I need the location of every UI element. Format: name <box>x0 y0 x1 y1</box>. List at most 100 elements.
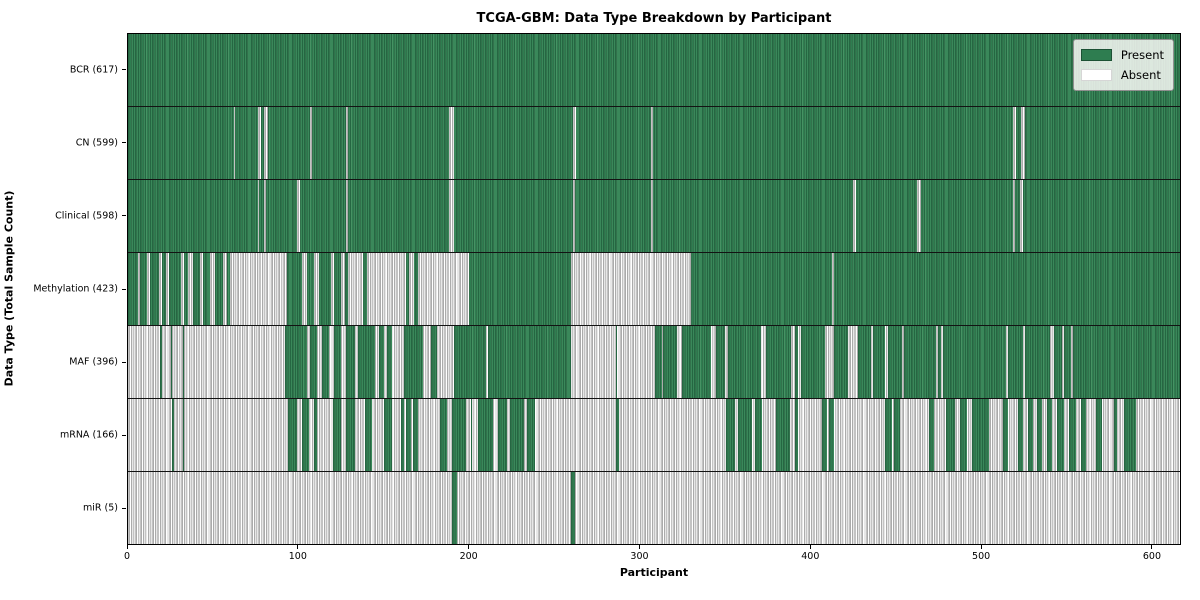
present-segment <box>1036 399 1042 471</box>
row-methylation <box>128 252 1180 325</box>
present-segment <box>477 399 493 471</box>
present-segment <box>313 399 318 471</box>
present-segment <box>728 326 761 398</box>
absent-segment <box>573 180 575 252</box>
absent-segment <box>223 253 227 325</box>
chart-title: TCGA-GBM: Data Type Breakdown by Partici… <box>476 11 832 26</box>
present-segment <box>387 326 393 398</box>
present-segment <box>182 326 185 398</box>
present-segment <box>1002 399 1008 471</box>
present-segment <box>821 399 828 471</box>
present-segment <box>404 326 423 398</box>
present-segment <box>943 326 1007 398</box>
x-tick-mark <box>638 545 640 549</box>
present-segment <box>497 399 507 471</box>
present-segment <box>663 326 677 398</box>
y-tick-label-clinical: Clinical (598) <box>55 210 118 222</box>
x-tick-label-500: 500 <box>972 551 991 562</box>
absent-segment <box>230 253 287 325</box>
present-segment <box>755 399 763 471</box>
row-mir <box>128 471 1180 544</box>
present-segment <box>405 399 412 471</box>
present-segment <box>284 326 308 398</box>
present-segment <box>682 326 712 398</box>
absent-segment <box>257 107 261 179</box>
row-maf <box>128 325 1180 398</box>
absent-segment <box>199 253 204 325</box>
y-tick-mark <box>122 288 126 290</box>
present-segment <box>716 326 725 398</box>
present-segment <box>509 399 524 471</box>
present-segment <box>654 326 662 398</box>
present-segment <box>794 399 799 471</box>
present-segment <box>903 326 937 398</box>
present-segment <box>1064 326 1071 398</box>
y-tick-mark <box>122 215 126 217</box>
absent-segment <box>1019 180 1024 252</box>
absent-segment <box>233 107 236 179</box>
present-segment <box>470 399 473 471</box>
x-tick-label-0: 0 <box>123 551 131 562</box>
absent-segment <box>310 107 313 179</box>
present-segment <box>1123 399 1136 471</box>
present-segment <box>765 326 792 398</box>
plot-area[interactable]: Present Absent <box>127 33 1181 545</box>
absent-segment <box>301 253 308 325</box>
present-segment <box>310 326 318 398</box>
x-tick-mark <box>809 545 811 549</box>
row-cn <box>128 106 1180 179</box>
present-segment <box>1081 399 1087 471</box>
absent-segment <box>146 253 151 325</box>
absent-segment <box>341 253 345 325</box>
present-segment <box>1007 326 1024 398</box>
absent-segment <box>264 180 267 252</box>
present-segment <box>857 326 872 398</box>
present-segment <box>322 326 330 398</box>
absent-segment <box>1021 107 1025 179</box>
row-mrna <box>128 398 1180 471</box>
present-segment <box>334 326 342 398</box>
present-segment <box>1047 399 1053 471</box>
present-segment <box>937 326 942 398</box>
absent-segment <box>651 107 654 179</box>
present-segment <box>1024 326 1051 398</box>
absent-segment <box>264 107 268 179</box>
x-tick-label-300: 300 <box>630 551 649 562</box>
present-segment <box>487 326 572 398</box>
present-segment <box>453 326 487 398</box>
present-segment <box>893 399 901 471</box>
absent-segment <box>651 180 654 252</box>
present-segment <box>888 326 903 398</box>
present-segment <box>412 399 418 471</box>
absent-segment <box>1012 107 1017 179</box>
present-segment <box>1113 399 1117 471</box>
legend-entry-present: Present <box>1080 45 1164 65</box>
legend: Present Absent <box>1072 39 1174 91</box>
y-tick-label-maf: MAF (396) <box>69 356 118 368</box>
y-tick-mark <box>122 434 126 436</box>
x-tick-mark <box>468 545 470 549</box>
present-segment <box>873 326 886 398</box>
x-tick-label-400: 400 <box>801 551 820 562</box>
x-tick-mark <box>297 545 299 549</box>
y-tick-mark <box>122 69 126 71</box>
absent-segment <box>209 253 215 325</box>
absent-segment <box>417 253 469 325</box>
present-segment <box>332 399 342 471</box>
present-segment <box>182 399 185 471</box>
present-segment <box>738 399 753 471</box>
absent-segment <box>313 253 319 325</box>
absent-segment <box>346 107 348 179</box>
present-segment <box>440 399 447 471</box>
y-tick-mark <box>122 361 126 363</box>
absent-segment <box>448 107 454 179</box>
present-segment <box>960 399 967 471</box>
y-tick-mark <box>122 507 126 509</box>
x-tick-mark <box>980 545 982 549</box>
absent-segment <box>917 180 921 252</box>
present-segment <box>775 399 790 471</box>
y-tick-label-mrna: mRNA (166) <box>59 429 118 441</box>
absent-segment <box>832 253 834 325</box>
legend-label-present: Present <box>1120 48 1164 62</box>
